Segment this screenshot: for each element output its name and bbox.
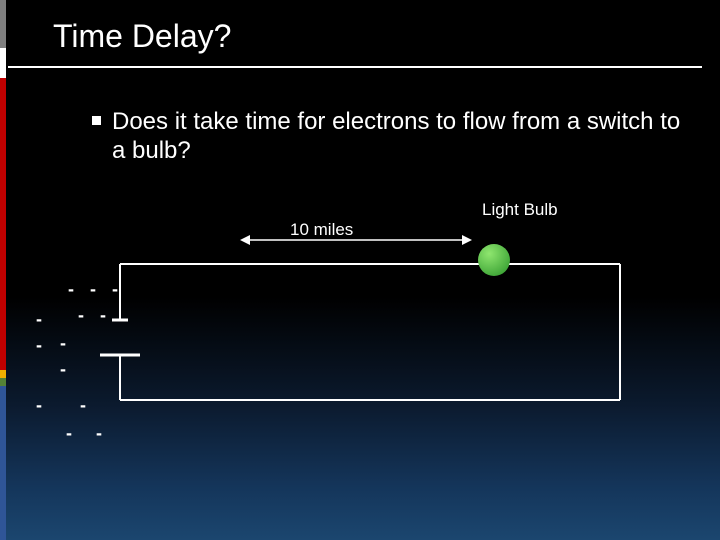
electron-icon: - [112,280,118,298]
electron-icon: - [66,424,72,442]
electron-icon: - [60,360,66,378]
bulb-label: Light Bulb [482,200,558,220]
bullet-marker-icon [92,116,101,125]
distance-label: 10 miles [290,220,353,240]
title-underline [8,66,702,68]
circuit-diagram [0,0,720,540]
electron-icon: - [100,306,106,324]
accent-strip [0,0,6,540]
electron-icon: - [36,310,42,328]
light-bulb-icon [478,244,510,276]
slide-title: Time Delay? [53,18,231,55]
bullet-content: Does it take time for electrons to flow … [112,108,680,164]
electron-icon: - [60,334,66,352]
electron-icon: - [96,424,102,442]
electron-icon: - [78,306,84,324]
electron-icon: - [36,336,42,354]
electron-icon: - [68,280,74,298]
electron-icon: - [80,396,86,414]
electron-icon: - [90,280,96,298]
slide: Time Delay? Does it take time for electr… [0,0,720,540]
bullet-text: Does it take time for electrons to flow … [112,108,692,166]
electron-icon: - [36,396,42,414]
